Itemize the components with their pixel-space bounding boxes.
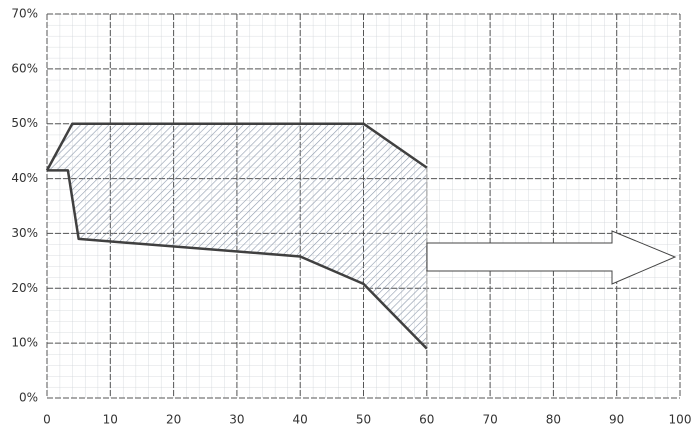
boundary-line [45, 122, 428, 171]
band-fill [47, 123, 427, 349]
arrow [426, 230, 677, 285]
x-tick-label: 30 [229, 413, 244, 427]
x-tick-label: 20 [166, 413, 181, 427]
x-tick-label: 40 [293, 413, 308, 427]
x-tick-label: 80 [546, 413, 561, 427]
y-tick-label: 60% [11, 61, 38, 75]
boundary-line [47, 169, 428, 350]
x-tick-label: 70 [482, 413, 497, 427]
y-tick-label: 20% [11, 281, 38, 295]
x-tick-label: 10 [103, 413, 118, 427]
y-tick-label: 10% [11, 336, 38, 350]
x-tick-label: 100 [669, 413, 692, 427]
y-tick-label: 50% [11, 116, 38, 130]
y-tick-label: 30% [11, 226, 38, 240]
y-tick-label: 70% [11, 7, 38, 21]
y-tick-label: 40% [11, 171, 38, 185]
x-tick-label: 60 [419, 413, 434, 427]
y-tick-label: 0% [19, 391, 38, 405]
x-tick-label: 50 [356, 413, 371, 427]
x-tick-label: 90 [609, 413, 624, 427]
x-tick-label: 0 [43, 413, 51, 427]
